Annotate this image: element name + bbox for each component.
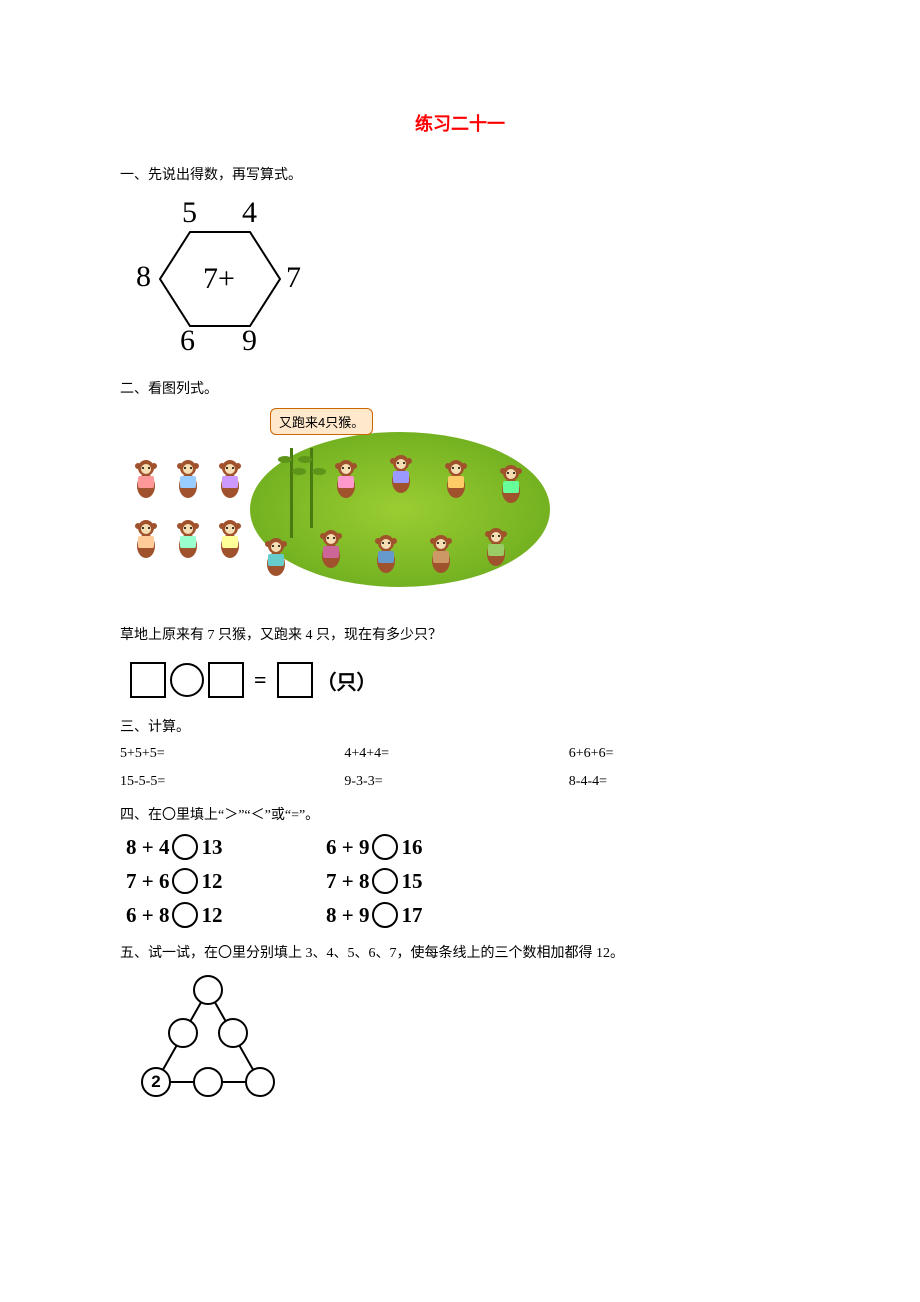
monkey-icon [214, 458, 246, 500]
cmp-left: 7 + 8 [326, 869, 369, 894]
plant-icon [290, 448, 293, 538]
operator-circle[interactable] [170, 663, 204, 697]
monkey-scene: 又跑来4只猴。 [130, 408, 560, 608]
hex-center: 7+ [203, 262, 235, 296]
hex-tr: 4 [242, 196, 257, 230]
cmp-right: 17 [401, 903, 422, 928]
monkey-icon [315, 528, 347, 570]
hex-l: 8 [136, 260, 151, 294]
unit-label: （只） [317, 666, 377, 695]
compare-item: 8 + 9 17 [326, 902, 526, 928]
page-title: 练习二十一 [120, 110, 800, 136]
monkey-icon [260, 536, 292, 578]
cmp-left: 8 + 4 [126, 835, 169, 860]
hex-r: 7 [286, 261, 301, 295]
speech-callout: 又跑来4只猴。 [270, 408, 373, 435]
cmp-right: 12 [201, 903, 222, 928]
q1-heading: 一、先说出得数，再写算式。 [120, 164, 800, 184]
monkey-icon [385, 453, 417, 495]
compare-item: 8 + 4 13 [126, 834, 326, 860]
compare-row: 7 + 6 12 7 + 8 15 [126, 868, 800, 894]
hex-br: 9 [242, 324, 257, 358]
compare-circle[interactable] [372, 902, 398, 928]
compare-circle[interactable] [172, 834, 198, 860]
q4-heading: 四、在〇里填上“＞”“＜”或“=”。 [120, 804, 800, 824]
compare-row: 6 + 8 12 8 + 9 17 [126, 902, 800, 928]
monkey-icon [480, 526, 512, 568]
calc-item: 8-4-4= [569, 774, 793, 790]
triangle-diagram: 2 [138, 972, 298, 1102]
compare-circle[interactable] [372, 868, 398, 894]
q2-text: 草地上原来有 7 只猴，又跑来 4 只，现在有多少只？ [120, 624, 800, 644]
cmp-left: 6 + 9 [326, 835, 369, 860]
monkey-icon [495, 463, 527, 505]
calc-row: 15-5-5= 9-3-3= 8-4-4= [120, 774, 800, 790]
cmp-right: 12 [201, 869, 222, 894]
answer-box[interactable] [130, 662, 166, 698]
triangle-node-top[interactable] [193, 975, 223, 1005]
monkey-icon [440, 458, 472, 500]
hex-bl: 6 [180, 324, 195, 358]
triangle-node-ml[interactable] [168, 1018, 198, 1048]
compare-circle[interactable] [172, 902, 198, 928]
calc-item: 5+5+5= [120, 746, 344, 762]
calc-item: 6+6+6= [569, 746, 793, 762]
compare-row: 8 + 4 13 6 + 9 16 [126, 834, 800, 860]
triangle-node-mr[interactable] [218, 1018, 248, 1048]
q3-heading: 三、计算。 [120, 716, 800, 736]
calc-item: 9-3-3= [344, 774, 568, 790]
compare-circle[interactable] [372, 834, 398, 860]
compare-circle[interactable] [172, 868, 198, 894]
cmp-right: 15 [401, 869, 422, 894]
calc-item: 4+4+4= [344, 746, 568, 762]
equation-template: = （只） [130, 662, 800, 698]
q5-heading: 五、试一试，在〇里分别填上 3、4、5、6、7，使每条线上的三个数相加都得 12… [120, 942, 800, 962]
compare-item: 7 + 6 12 [126, 868, 326, 894]
equals-sign: = [248, 667, 273, 693]
monkey-icon [130, 458, 162, 500]
cmp-right: 16 [401, 835, 422, 860]
monkey-icon [130, 518, 162, 560]
triangle-node-bm[interactable] [193, 1067, 223, 1097]
calc-row: 5+5+5= 4+4+4= 6+6+6= [120, 746, 800, 762]
compare-item: 6 + 8 12 [126, 902, 326, 928]
cmp-right: 13 [201, 835, 222, 860]
monkey-icon [425, 533, 457, 575]
answer-box[interactable] [208, 662, 244, 698]
cmp-left: 7 + 6 [126, 869, 169, 894]
monkey-icon [370, 533, 402, 575]
compare-item: 7 + 8 15 [326, 868, 526, 894]
plant-icon [310, 448, 313, 528]
monkey-icon [214, 518, 246, 560]
compare-block: 8 + 4 13 6 + 9 16 7 + 6 12 7 + 8 15 6 + 8 12 … [126, 834, 800, 928]
monkey-icon [172, 518, 204, 560]
hex-tl: 5 [182, 196, 197, 230]
calc-item: 15-5-5= [120, 774, 344, 790]
monkey-icon [172, 458, 204, 500]
calc-table: 5+5+5= 4+4+4= 6+6+6= 15-5-5= 9-3-3= 8-4-… [120, 746, 800, 790]
cmp-left: 8 + 9 [326, 903, 369, 928]
monkey-icon [330, 458, 362, 500]
triangle-node-bl: 2 [141, 1067, 171, 1097]
triangle-node-br[interactable] [245, 1067, 275, 1097]
cmp-left: 6 + 8 [126, 903, 169, 928]
hexagon-diagram: 7+ 5 4 8 7 6 9 [130, 194, 330, 364]
answer-box[interactable] [277, 662, 313, 698]
compare-item: 6 + 9 16 [326, 834, 526, 860]
q2-heading: 二、看图列式。 [120, 378, 800, 398]
